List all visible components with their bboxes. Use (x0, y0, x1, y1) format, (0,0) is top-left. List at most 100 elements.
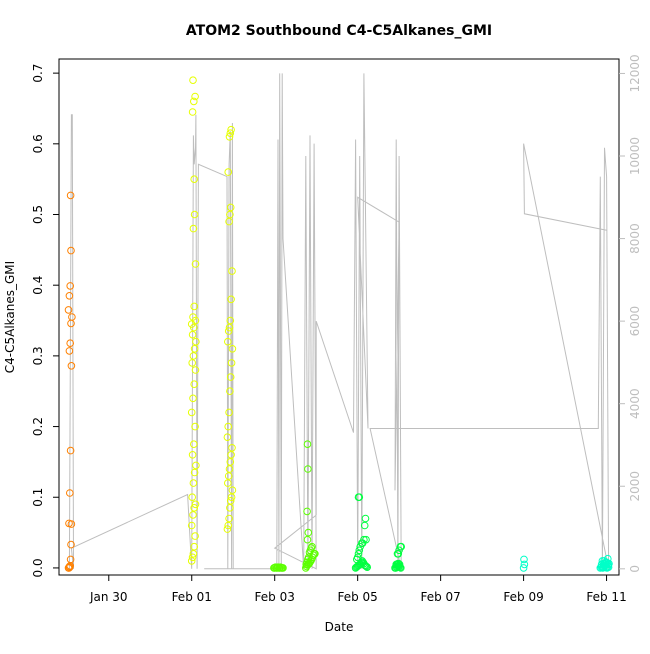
data-point (228, 486, 237, 495)
data-point (226, 458, 235, 466)
y-tick-label: 0.2 (31, 417, 45, 436)
x-tick-label: Jan 30 (89, 590, 128, 604)
data-point (189, 76, 197, 84)
data-point (190, 380, 198, 389)
data-point (224, 422, 232, 431)
data-point (353, 553, 362, 562)
data-point (228, 444, 236, 452)
data-point (187, 408, 196, 417)
y2-axis: 0 2000 4000 6000 8000 10000 12000 (619, 54, 642, 573)
x-tick-label: Feb 07 (420, 590, 460, 604)
data-point (303, 507, 311, 516)
data-point (189, 394, 197, 403)
y-tick-label: 0.4 (31, 276, 45, 295)
data-point (226, 373, 235, 381)
data-point (226, 497, 235, 505)
data-point (395, 560, 404, 569)
data-point (190, 542, 198, 551)
y-axis: 0.0 0.1 0.2 0.3 0.4 0.5 0.6 0.7 (31, 64, 59, 577)
data-point (520, 560, 529, 569)
plot-area (58, 58, 620, 576)
data-point (303, 440, 312, 449)
data-point (355, 546, 364, 555)
data-point (226, 387, 234, 396)
y-axis-label: C4-C5Alkanes_GMI (3, 261, 17, 373)
data-point (228, 345, 237, 353)
data-point (228, 267, 236, 275)
y2-tick-label: 4000 (628, 388, 642, 419)
x-tick-label: Feb 09 (503, 590, 543, 604)
data-point (226, 129, 235, 137)
data-point (224, 337, 232, 346)
data-point (308, 542, 316, 551)
data-point (363, 563, 372, 572)
data-point (189, 511, 197, 519)
data-point (187, 557, 196, 565)
data-point (354, 550, 363, 558)
data-point (187, 521, 196, 530)
data-point (66, 489, 74, 497)
data-point (189, 550, 198, 558)
data-point (225, 514, 233, 523)
x-tick-label: Feb 11 (586, 590, 626, 604)
data-point (227, 359, 236, 367)
data-point (189, 224, 198, 233)
data-point (192, 461, 200, 470)
data-point (226, 316, 235, 325)
x-axis: Jan 30 Feb 01 Feb 03 Feb 05 Feb 07 Feb 09 Feb … (89, 575, 627, 604)
data-point (224, 521, 232, 530)
data-point (66, 339, 74, 348)
x-tick-label: Feb 03 (255, 590, 295, 604)
data-point (66, 191, 75, 200)
data-point (190, 504, 198, 512)
data-point (226, 210, 234, 219)
data-point (360, 561, 369, 569)
data-point (304, 528, 313, 537)
data-point (188, 108, 197, 116)
data-point (227, 295, 235, 304)
data-point (190, 302, 198, 311)
data-point (188, 330, 197, 339)
data-point (224, 327, 233, 335)
data-point (303, 558, 311, 567)
data-point (519, 564, 528, 572)
data-point (225, 408, 233, 417)
y2-tick-label: 10000 (628, 137, 642, 175)
data-point (66, 282, 74, 290)
data-point (191, 422, 199, 431)
data-point (360, 535, 368, 544)
data-point (394, 559, 403, 568)
data-point (397, 542, 406, 551)
y-tick-label: 0.6 (31, 134, 45, 153)
data-point (604, 554, 612, 563)
altitude-line (68, 73, 610, 570)
y-tick-label: 0.3 (31, 346, 45, 365)
data-point (223, 433, 232, 442)
data-point (227, 125, 235, 134)
data-point (225, 323, 234, 332)
data-point (64, 306, 73, 314)
data-point (191, 316, 200, 325)
data-point (224, 479, 232, 487)
x-tick-label: Feb 05 (337, 590, 377, 604)
data-point (65, 519, 73, 528)
data-point (68, 313, 76, 321)
data-point (394, 550, 403, 558)
data-point (190, 345, 199, 353)
data-point (303, 535, 312, 544)
data-point (191, 532, 199, 540)
data-point (67, 540, 75, 549)
data-point (65, 292, 74, 300)
data-point (67, 362, 76, 370)
data-point (190, 468, 199, 477)
data-point (361, 514, 370, 523)
data-point (225, 133, 234, 141)
y2-tick-label: 6000 (628, 306, 642, 337)
data-point (362, 535, 370, 544)
y-tick-label: 0.7 (31, 64, 45, 83)
data-point (189, 479, 198, 487)
data-point (191, 500, 200, 509)
y2-tick-label: 8000 (628, 223, 642, 254)
